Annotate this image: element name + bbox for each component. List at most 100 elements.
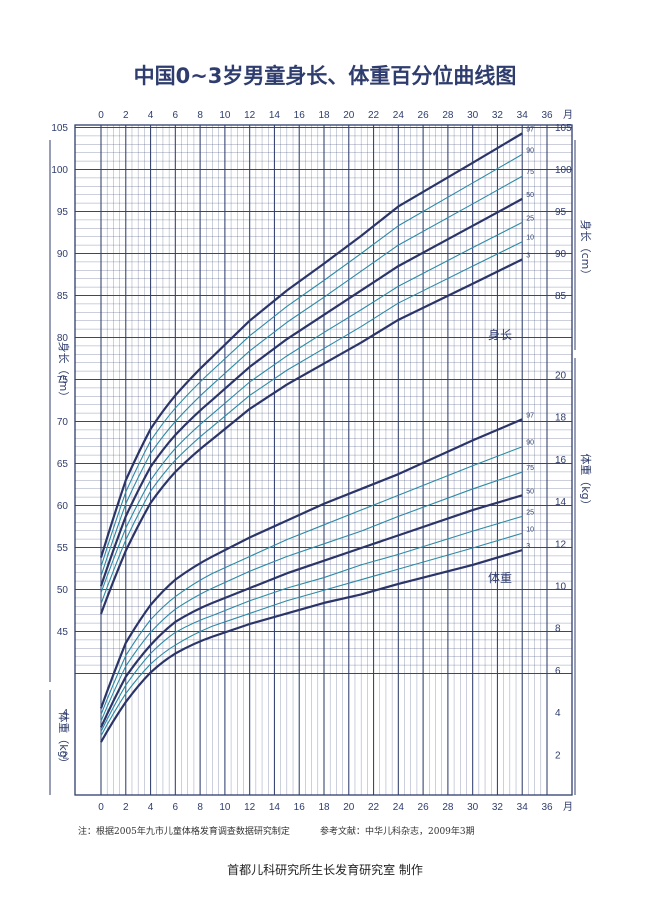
height-curve-p25	[100, 221, 523, 594]
chart-title: 中国0~3岁男童身长、体重百分位曲线图	[134, 64, 517, 88]
x-tick-label-bottom: 12	[244, 802, 256, 813]
weight-tick-label-left: 2	[62, 750, 68, 761]
weight-axis-label-left: 体重（kg）	[57, 711, 71, 768]
height-percentile-label-75: 75	[526, 169, 534, 176]
height-curve-p10	[100, 241, 523, 604]
x-tick-label-top: 0	[98, 110, 104, 121]
x-tick-label-bottom: 20	[343, 802, 355, 813]
height-axis-label-right: 身长（cm）	[579, 220, 593, 281]
height-curve-p50	[99, 197, 523, 587]
height-tick-label-left: 45	[57, 627, 69, 638]
x-tick-label-top: 6	[173, 110, 179, 121]
footnote-reference: 参考文献：中华儿科杂志，2009年3期	[320, 825, 475, 837]
weight-tick-label-right: 10	[555, 582, 567, 593]
weight-percentile-label-75: 75	[526, 465, 534, 472]
height-percentile-label-90: 90	[526, 147, 534, 154]
height-curve-p75	[100, 175, 523, 577]
weight-tick-label-right: 20	[555, 371, 567, 382]
height-tick-label-left: 60	[57, 501, 69, 512]
weight-tick-label-right: 14	[555, 497, 567, 508]
x-unit-bottom: 月	[563, 801, 573, 813]
height-tick-label-right: 100	[555, 165, 572, 176]
height-percentile-label-25: 25	[526, 215, 534, 222]
height-tick-label-left: 65	[57, 459, 69, 470]
x-tick-label-top: 4	[148, 110, 154, 121]
x-tick-label-bottom: 28	[442, 802, 454, 813]
x-tick-label-top: 14	[269, 110, 281, 121]
x-tick-label-top: 10	[219, 110, 231, 121]
height-tick-label-left: 95	[57, 207, 69, 218]
x-tick-label-top: 16	[294, 110, 306, 121]
credit-line: 首都儿科研究所生长发育研究室 制作	[227, 862, 423, 877]
weight-percentile-label-90: 90	[526, 440, 534, 447]
weight-percentile-label-50: 50	[526, 488, 534, 495]
weight-curve-p50	[99, 494, 523, 728]
weight-tick-label-left: 4	[62, 708, 68, 719]
x-tick-label-bottom: 34	[517, 802, 529, 813]
weight-curve-p25	[100, 515, 523, 732]
x-tick-label-bottom: 4	[148, 802, 154, 813]
height-tick-label-left: 75	[57, 375, 69, 386]
weight-curve-p90	[100, 446, 523, 715]
weight-curve-p3	[100, 549, 523, 743]
x-tick-label-bottom: 26	[418, 802, 430, 813]
x-tick-label-bottom: 14	[269, 802, 281, 813]
grid	[49, 124, 576, 796]
x-tick-label-bottom: 10	[219, 802, 231, 813]
weight-percentile-label-3: 3	[526, 543, 530, 550]
weight-curve-p97	[99, 418, 523, 709]
height-tick-label-left: 70	[57, 417, 69, 428]
x-tick-label-top: 34	[517, 110, 529, 121]
x-tick-label-bottom: 2	[123, 802, 129, 813]
height-tick-label-left: 80	[57, 333, 69, 344]
height-tick-label-left: 85	[57, 291, 69, 302]
height-percentile-label-50: 50	[526, 192, 534, 199]
x-tick-label-top: 22	[368, 110, 380, 121]
height-percentile-label-97: 97	[526, 126, 534, 133]
x-tick-label-bottom: 8	[197, 802, 203, 813]
height-tick-label-right: 85	[555, 291, 567, 302]
weight-tick-label-right: 4	[555, 708, 561, 719]
x-tick-label-top: 24	[393, 110, 405, 121]
height-curve-p97	[99, 132, 523, 558]
weight-tick-label-right: 2	[555, 750, 561, 761]
x-unit-top: 月	[563, 109, 573, 121]
x-tick-label-top: 26	[418, 110, 430, 121]
height-axis-label-left: 身长（cm）	[57, 342, 71, 403]
x-tick-label-top: 36	[541, 110, 553, 121]
height-tick-label-right: 90	[555, 249, 567, 260]
x-tick-label-bottom: 36	[541, 802, 553, 813]
weight-percentile-label-25: 25	[526, 509, 534, 516]
x-tick-label-bottom: 30	[467, 802, 479, 813]
height-tick-label-left: 105	[51, 123, 68, 134]
weight-curve-p75	[100, 471, 523, 722]
height-tick-label-right: 95	[555, 207, 567, 218]
height-curve-p90	[100, 153, 523, 567]
height-tick-label-left: 90	[57, 249, 69, 260]
percentile-curves	[99, 132, 523, 743]
x-tick-label-bottom: 18	[318, 802, 330, 813]
height-tick-label-left: 100	[51, 165, 68, 176]
x-tick-label-top: 20	[343, 110, 355, 121]
x-tick-label-bottom: 16	[294, 802, 306, 813]
footnote-source: 注：根据2005年九市儿童体格发育调查数据研究制定	[78, 825, 290, 837]
height-percentile-label-10: 10	[526, 235, 534, 242]
x-tick-label-top: 30	[467, 110, 479, 121]
weight-tick-label-right: 16	[555, 455, 567, 466]
height-curve-p3	[99, 258, 523, 615]
weight-percentile-label-10: 10	[526, 526, 534, 533]
x-tick-label-top: 8	[197, 110, 203, 121]
x-tick-label-bottom: 6	[173, 802, 179, 813]
weight-tick-label-right: 8	[555, 624, 561, 635]
x-tick-label-top: 12	[244, 110, 256, 121]
x-tick-label-bottom: 0	[98, 802, 104, 813]
x-tick-label-bottom: 24	[393, 802, 405, 813]
x-tick-label-top: 2	[123, 110, 129, 121]
weight-curve-p10	[100, 532, 523, 737]
tick-labels: 0022446688101012121414161618182020222224…	[51, 109, 593, 813]
x-tick-label-top: 28	[442, 110, 454, 121]
weight-axis-label-right: 体重（kg）	[579, 453, 593, 510]
height-tick-label-left: 50	[57, 585, 69, 596]
weight-tick-label-right: 18	[555, 413, 567, 424]
